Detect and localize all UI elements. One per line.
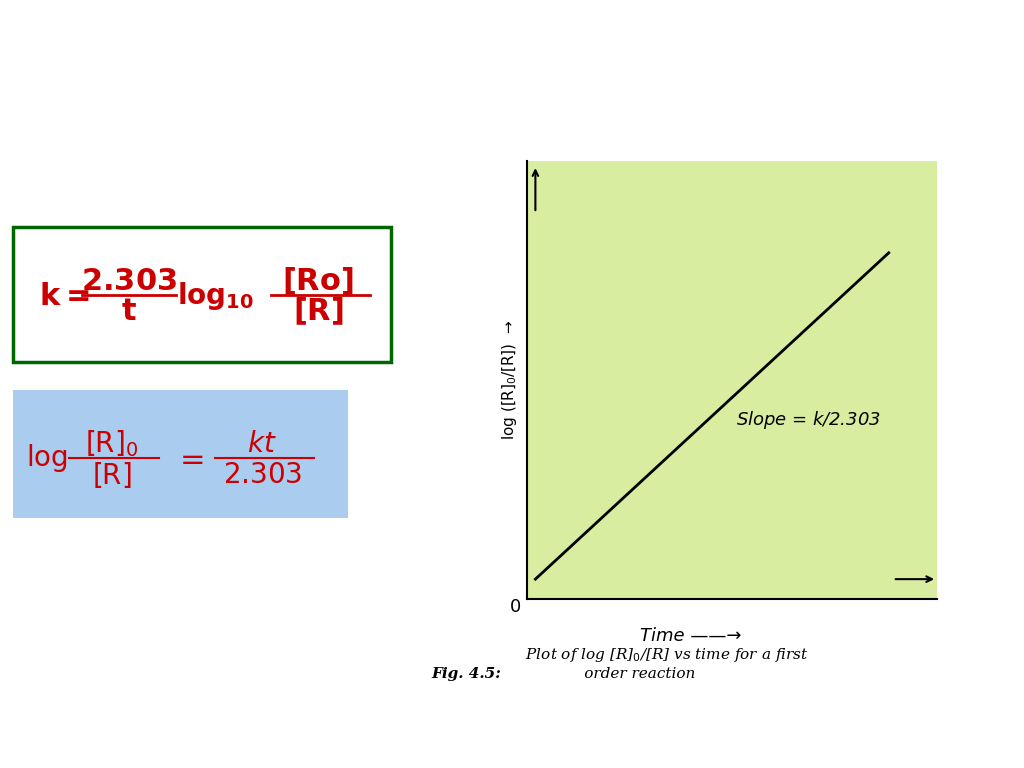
Text: $\mathrm{[R]}$: $\mathrm{[R]}$ xyxy=(92,460,132,490)
Text: $\mathrm{=}$: $\mathrm{=}$ xyxy=(174,444,205,473)
Text: $\mathbf{[Ro]}$: $\mathbf{[Ro]}$ xyxy=(283,266,354,297)
Bar xyxy=(13,389,348,518)
Text: Integrated Rate Equations: Integrated Rate Equations xyxy=(202,37,822,78)
Text: $\mathbf{log_{10}}$: $\mathbf{log_{10}}$ xyxy=(177,280,253,313)
Text: Time ——→: Time ——→ xyxy=(640,627,742,645)
Text: $\bf{k = }$: $\bf{k = }$ xyxy=(39,282,89,311)
Text: $\mathrm{[R]_0}$: $\mathrm{[R]_0}$ xyxy=(85,429,138,459)
Text: $\mathrm{2.303}$: $\mathrm{2.303}$ xyxy=(222,462,302,489)
Text: $\mathbf{2.303}$: $\mathbf{2.303}$ xyxy=(81,267,177,296)
Text: Slope = $k$/2.303: Slope = $k$/2.303 xyxy=(736,409,881,431)
Text: Fig. 4.5:: Fig. 4.5: xyxy=(431,667,502,680)
Y-axis label: log ([R]$_0$/[R])  →: log ([R]$_0$/[R]) → xyxy=(500,320,519,440)
Text: Plot of log [R]$_0$/[R] vs time for a first
              order reaction: Plot of log [R]$_0$/[R] vs time for a fi… xyxy=(516,647,809,680)
Text: $\mathrm{log}$: $\mathrm{log}$ xyxy=(26,442,68,475)
Bar xyxy=(13,227,391,362)
Text: 0: 0 xyxy=(510,598,521,616)
Text: $\mathbf{t}$: $\mathbf{t}$ xyxy=(121,296,137,326)
Text: $\mathbf{[R]}$: $\mathbf{[R]}$ xyxy=(293,296,344,327)
Text: $\mathit{kt}$: $\mathit{kt}$ xyxy=(248,429,278,458)
